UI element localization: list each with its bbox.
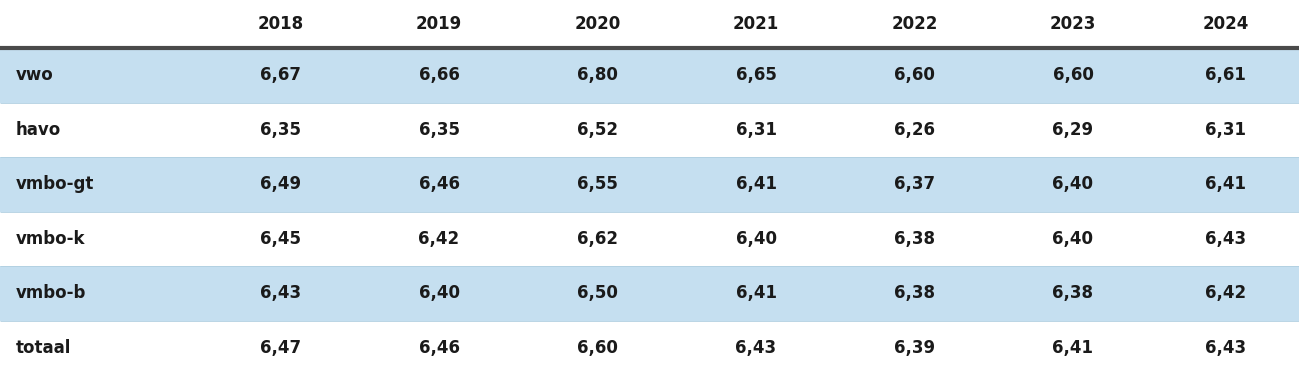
Text: 6,38: 6,38 [1052,284,1094,302]
Bar [0,157,1299,212]
Text: 6,39: 6,39 [894,339,935,357]
Text: 2022: 2022 [891,15,938,33]
Text: 6,80: 6,80 [577,66,618,84]
Text: 6,43: 6,43 [260,284,301,302]
Text: vmbo-b: vmbo-b [16,284,86,302]
Text: 6,66: 6,66 [418,66,460,84]
Text: 6,55: 6,55 [577,175,618,193]
Text: 6,62: 6,62 [577,230,618,248]
Text: 6,45: 6,45 [260,230,301,248]
Bar [0,321,1299,375]
Text: 6,31: 6,31 [1205,121,1246,139]
Text: 6,61: 6,61 [1205,66,1246,84]
Bar [0,102,1299,157]
Text: 6,40: 6,40 [1052,230,1094,248]
Text: 6,65: 6,65 [735,66,777,84]
Text: vmbo-k: vmbo-k [16,230,86,248]
Text: 6,26: 6,26 [894,121,935,139]
Text: 6,46: 6,46 [418,339,460,357]
Text: 6,49: 6,49 [260,175,301,193]
Text: 6,60: 6,60 [1052,66,1094,84]
Text: 6,38: 6,38 [894,284,935,302]
Text: 2023: 2023 [1050,15,1096,33]
Bar [0,48,1299,102]
Text: 6,42: 6,42 [418,230,460,248]
Text: 6,41: 6,41 [1052,339,1094,357]
Text: 2021: 2021 [733,15,779,33]
Text: 6,60: 6,60 [577,339,618,357]
Text: 6,31: 6,31 [735,121,777,139]
Text: 6,40: 6,40 [735,230,777,248]
Text: 6,41: 6,41 [735,175,777,193]
Text: 6,46: 6,46 [418,175,460,193]
Text: 2019: 2019 [416,15,462,33]
Text: 6,29: 6,29 [1052,121,1094,139]
Text: vwo: vwo [16,66,53,84]
Text: vmbo-gt: vmbo-gt [16,175,94,193]
Bar [0,266,1299,321]
Text: havo: havo [16,121,61,139]
Text: 6,43: 6,43 [1205,339,1246,357]
Text: totaal: totaal [16,339,71,357]
Text: 2020: 2020 [574,15,621,33]
Text: 6,60: 6,60 [894,66,935,84]
Text: 6,41: 6,41 [1205,175,1246,193]
Text: 6,52: 6,52 [577,121,618,139]
Text: 6,40: 6,40 [1052,175,1094,193]
Text: 2024: 2024 [1203,15,1248,33]
Text: 6,67: 6,67 [260,66,301,84]
Bar [0,0,1299,48]
Text: 6,41: 6,41 [735,284,777,302]
Text: 6,50: 6,50 [577,284,618,302]
Text: 6,47: 6,47 [260,339,301,357]
Text: 2018: 2018 [257,15,304,33]
Text: 6,37: 6,37 [894,175,935,193]
Bar [0,211,1299,266]
Text: 6,43: 6,43 [735,339,777,357]
Text: 6,40: 6,40 [418,284,460,302]
Text: 6,38: 6,38 [894,230,935,248]
Text: 6,35: 6,35 [260,121,301,139]
Text: 6,35: 6,35 [418,121,460,139]
Text: 6,43: 6,43 [1205,230,1246,248]
Text: 6,42: 6,42 [1205,284,1246,302]
